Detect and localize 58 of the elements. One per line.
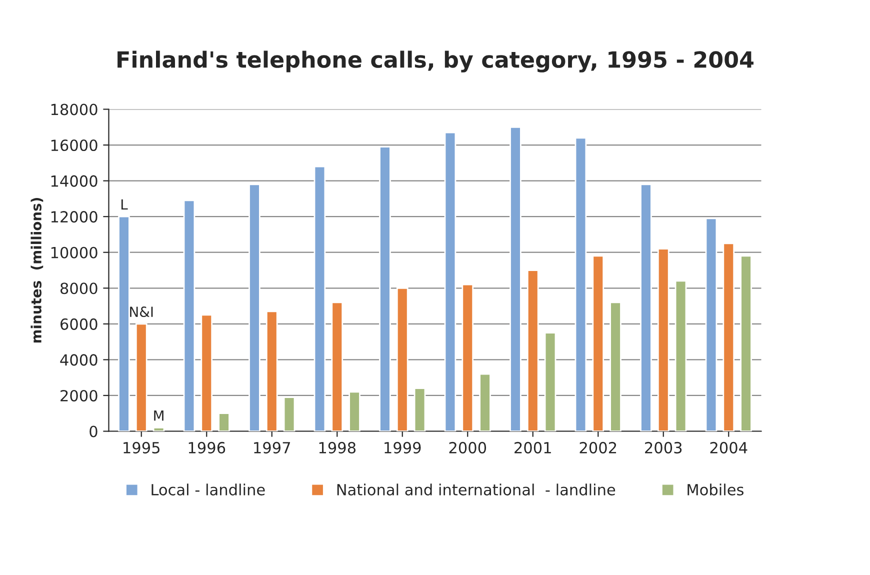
x-tick-label: 2002 bbox=[580, 442, 616, 454]
bar bbox=[740, 255, 752, 432]
bar bbox=[592, 255, 604, 432]
bar bbox=[479, 373, 491, 432]
bar bbox=[218, 412, 230, 432]
legend-label: National and international - landline bbox=[337, 484, 616, 496]
legend-label: Mobiles bbox=[688, 484, 744, 496]
y-tick-label: 8000 bbox=[60, 282, 98, 294]
bar bbox=[118, 216, 130, 432]
bar bbox=[135, 323, 148, 432]
x-tick-label: 1997 bbox=[254, 442, 290, 454]
bar bbox=[331, 302, 344, 432]
y-tick-label: 10000 bbox=[51, 246, 98, 258]
bar bbox=[705, 218, 718, 432]
bar bbox=[396, 287, 408, 432]
bar bbox=[722, 242, 735, 432]
bar bbox=[657, 248, 670, 432]
bar bbox=[379, 146, 391, 432]
x-tick-label: 2001 bbox=[514, 442, 551, 454]
bar bbox=[283, 396, 296, 432]
bar bbox=[674, 280, 687, 432]
x-tick-label: 2000 bbox=[449, 442, 486, 454]
x-tick-label: 2003 bbox=[645, 442, 682, 454]
y-tick-label: 18000 bbox=[51, 104, 98, 116]
bar bbox=[640, 184, 652, 432]
bar bbox=[574, 137, 587, 432]
bar bbox=[248, 184, 260, 432]
annotation: L bbox=[121, 199, 128, 210]
y-tick-label: 2000 bbox=[60, 390, 98, 402]
legend-label: Local - landline bbox=[152, 484, 265, 496]
bar bbox=[152, 426, 165, 432]
y-tick-label: 0 bbox=[90, 426, 98, 438]
y-tick-label: 12000 bbox=[51, 211, 98, 223]
annotation: N&I bbox=[130, 306, 153, 318]
bar bbox=[348, 391, 360, 432]
x-tick-label: 2004 bbox=[710, 442, 748, 454]
bar bbox=[200, 314, 213, 432]
y-tick-label: 14000 bbox=[51, 175, 98, 187]
x-tick-label: 1995 bbox=[124, 442, 160, 454]
bar bbox=[414, 388, 426, 432]
y-axis-title: minutes (millions) bbox=[30, 198, 44, 343]
bar bbox=[314, 166, 326, 432]
bar bbox=[444, 132, 456, 432]
y-tick-label: 4000 bbox=[60, 354, 98, 366]
y-tick-label: 16000 bbox=[51, 139, 98, 152]
bar bbox=[510, 126, 522, 432]
x-tick-label: 1998 bbox=[319, 442, 356, 454]
annotation: M bbox=[154, 410, 164, 421]
x-tick-label: 1999 bbox=[384, 442, 421, 454]
x-tick-label: 1996 bbox=[188, 442, 226, 454]
bar bbox=[544, 332, 556, 432]
bar bbox=[610, 302, 622, 432]
bar bbox=[462, 284, 474, 432]
y-tick-label: 6000 bbox=[60, 318, 98, 330]
bar bbox=[526, 270, 539, 432]
bar bbox=[183, 200, 196, 432]
bar bbox=[266, 310, 278, 432]
chart-title: Finland's telephone calls, by category, 1995 - 2004 bbox=[118, 50, 754, 72]
